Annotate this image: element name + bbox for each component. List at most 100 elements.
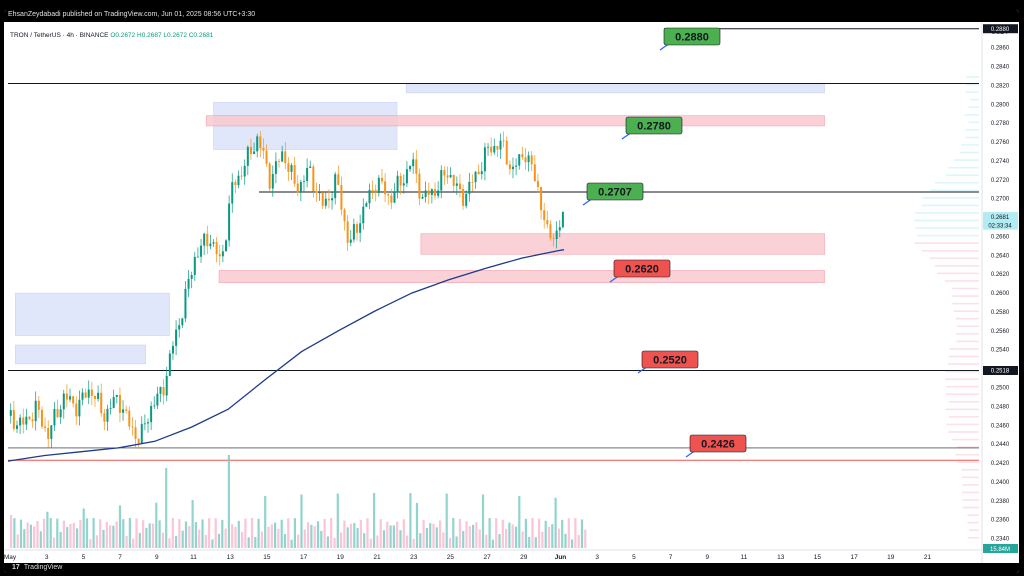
candle-body bbox=[306, 168, 308, 181]
symbol-legend[interactable]: TRON / TetherUS · 4h · BINANCE O0.2672 H… bbox=[10, 32, 213, 40]
price-badge-text: 0.2880 bbox=[991, 27, 1010, 33]
volume-bar bbox=[17, 534, 19, 548]
candle-body bbox=[209, 244, 211, 247]
volume-bar bbox=[492, 540, 494, 548]
volume-bar bbox=[63, 521, 65, 548]
volume-bar bbox=[304, 529, 306, 548]
price-chart[interactable]: USDT0.28800.28600.28400.28200.28000.2780… bbox=[4, 10, 1019, 573]
candle-body bbox=[103, 413, 105, 422]
volume-profile-bar bbox=[922, 250, 979, 252]
volume-bar bbox=[436, 527, 438, 548]
candle-body bbox=[475, 172, 477, 183]
x-tick-label: 5 bbox=[82, 554, 86, 561]
candle-body bbox=[437, 190, 439, 195]
volume-bar bbox=[261, 532, 263, 548]
volume-profile-bar bbox=[966, 84, 979, 86]
level-label-text[interactable]: 0.2520 bbox=[653, 355, 687, 367]
volume-profile-bar bbox=[966, 129, 979, 131]
candle-body bbox=[515, 166, 517, 167]
candle-body bbox=[141, 424, 143, 443]
candle-body bbox=[266, 151, 268, 164]
volume-bar bbox=[198, 530, 200, 548]
volume-bar bbox=[267, 527, 269, 548]
volume-bar bbox=[149, 523, 151, 548]
volume-bar bbox=[116, 522, 118, 548]
volume-bar bbox=[119, 505, 121, 548]
volume-profile-bar bbox=[967, 514, 979, 516]
candle-body bbox=[425, 190, 427, 197]
volume-profile-bar bbox=[923, 197, 979, 199]
symbol-name[interactable]: TRON / TetherUS · 4h · BINANCE bbox=[10, 32, 109, 39]
y-tick-label: 0.2420 bbox=[991, 461, 1010, 467]
volume-bar bbox=[508, 523, 510, 548]
level-label-text[interactable]: 0.2780 bbox=[637, 121, 671, 133]
y-tick-label: 0.2360 bbox=[991, 518, 1010, 524]
volume-bar bbox=[215, 518, 217, 548]
volume-profile-bar bbox=[967, 522, 979, 524]
volume-profile-bar bbox=[915, 242, 979, 244]
candle-body bbox=[312, 167, 314, 192]
volume-bar bbox=[185, 521, 187, 548]
x-tick-label: 17 bbox=[300, 554, 308, 561]
candle-body bbox=[60, 409, 62, 417]
volume-bar bbox=[69, 524, 71, 548]
volume-bar bbox=[221, 520, 223, 548]
volume-profile-bar bbox=[970, 99, 979, 101]
level-label-text[interactable]: 0.2620 bbox=[625, 264, 659, 276]
candle-body bbox=[150, 406, 152, 422]
x-tick-label: 7 bbox=[118, 554, 122, 561]
candle-body bbox=[122, 409, 124, 412]
volume-bar bbox=[178, 519, 180, 548]
candle-body bbox=[549, 224, 551, 238]
candle-body bbox=[44, 427, 46, 428]
y-tick-label: 0.2640 bbox=[991, 253, 1010, 259]
price-badge-text: 02:33:34 bbox=[988, 223, 1012, 229]
candle-body bbox=[125, 409, 127, 410]
candle-body bbox=[531, 155, 533, 164]
candle-body bbox=[69, 396, 71, 399]
y-tick-label: 0.2620 bbox=[991, 272, 1010, 278]
candle-body bbox=[203, 234, 205, 246]
candle-body bbox=[347, 221, 349, 242]
volume-profile-bar bbox=[963, 507, 979, 509]
candle-body bbox=[365, 203, 367, 206]
volume-bar bbox=[109, 525, 111, 548]
volume-bar bbox=[320, 531, 322, 548]
volume-bar bbox=[228, 455, 230, 548]
volume-bar bbox=[518, 496, 520, 548]
candle-body bbox=[481, 171, 483, 174]
volume-bar bbox=[182, 531, 184, 548]
volume-bar bbox=[502, 520, 504, 548]
x-tick-label: 29 bbox=[520, 554, 528, 561]
volume-profile-bar bbox=[949, 356, 979, 358]
volume-bar bbox=[555, 498, 557, 548]
candle-body bbox=[269, 164, 271, 189]
candle-body bbox=[450, 175, 452, 177]
volume-profile-bar bbox=[953, 295, 979, 297]
x-tick-label: 15 bbox=[814, 554, 822, 561]
volume-bar bbox=[201, 519, 203, 548]
volume-bar bbox=[393, 525, 395, 548]
candle-body bbox=[393, 193, 395, 203]
volume-bar bbox=[482, 495, 484, 548]
volume-bar bbox=[264, 496, 266, 548]
candle-body bbox=[10, 410, 12, 416]
y-tick-label: 0.2720 bbox=[991, 178, 1010, 184]
volume-bar bbox=[465, 521, 467, 548]
x-tick-label: 21 bbox=[924, 554, 932, 561]
x-tick-label: 17 bbox=[850, 554, 858, 561]
volume-bar bbox=[528, 537, 530, 548]
volume-profile-bar bbox=[948, 431, 979, 433]
tradingview-logo[interactable]: 17 TradingView bbox=[12, 564, 62, 572]
volume-profile-bar bbox=[965, 114, 979, 116]
price-badge-text: 0.2681 bbox=[991, 215, 1010, 221]
level-label-text[interactable]: 0.2880 bbox=[675, 32, 709, 44]
level-label-text[interactable]: 0.2707 bbox=[598, 187, 632, 199]
candle-body bbox=[422, 197, 424, 199]
level-label-text[interactable]: 0.2426 bbox=[701, 439, 735, 451]
x-tick-label: 11 bbox=[741, 554, 748, 561]
volume-profile-bar bbox=[956, 333, 979, 335]
volume-bar bbox=[139, 533, 141, 548]
volume-profile-bar bbox=[957, 325, 979, 327]
candle-body bbox=[153, 406, 155, 407]
